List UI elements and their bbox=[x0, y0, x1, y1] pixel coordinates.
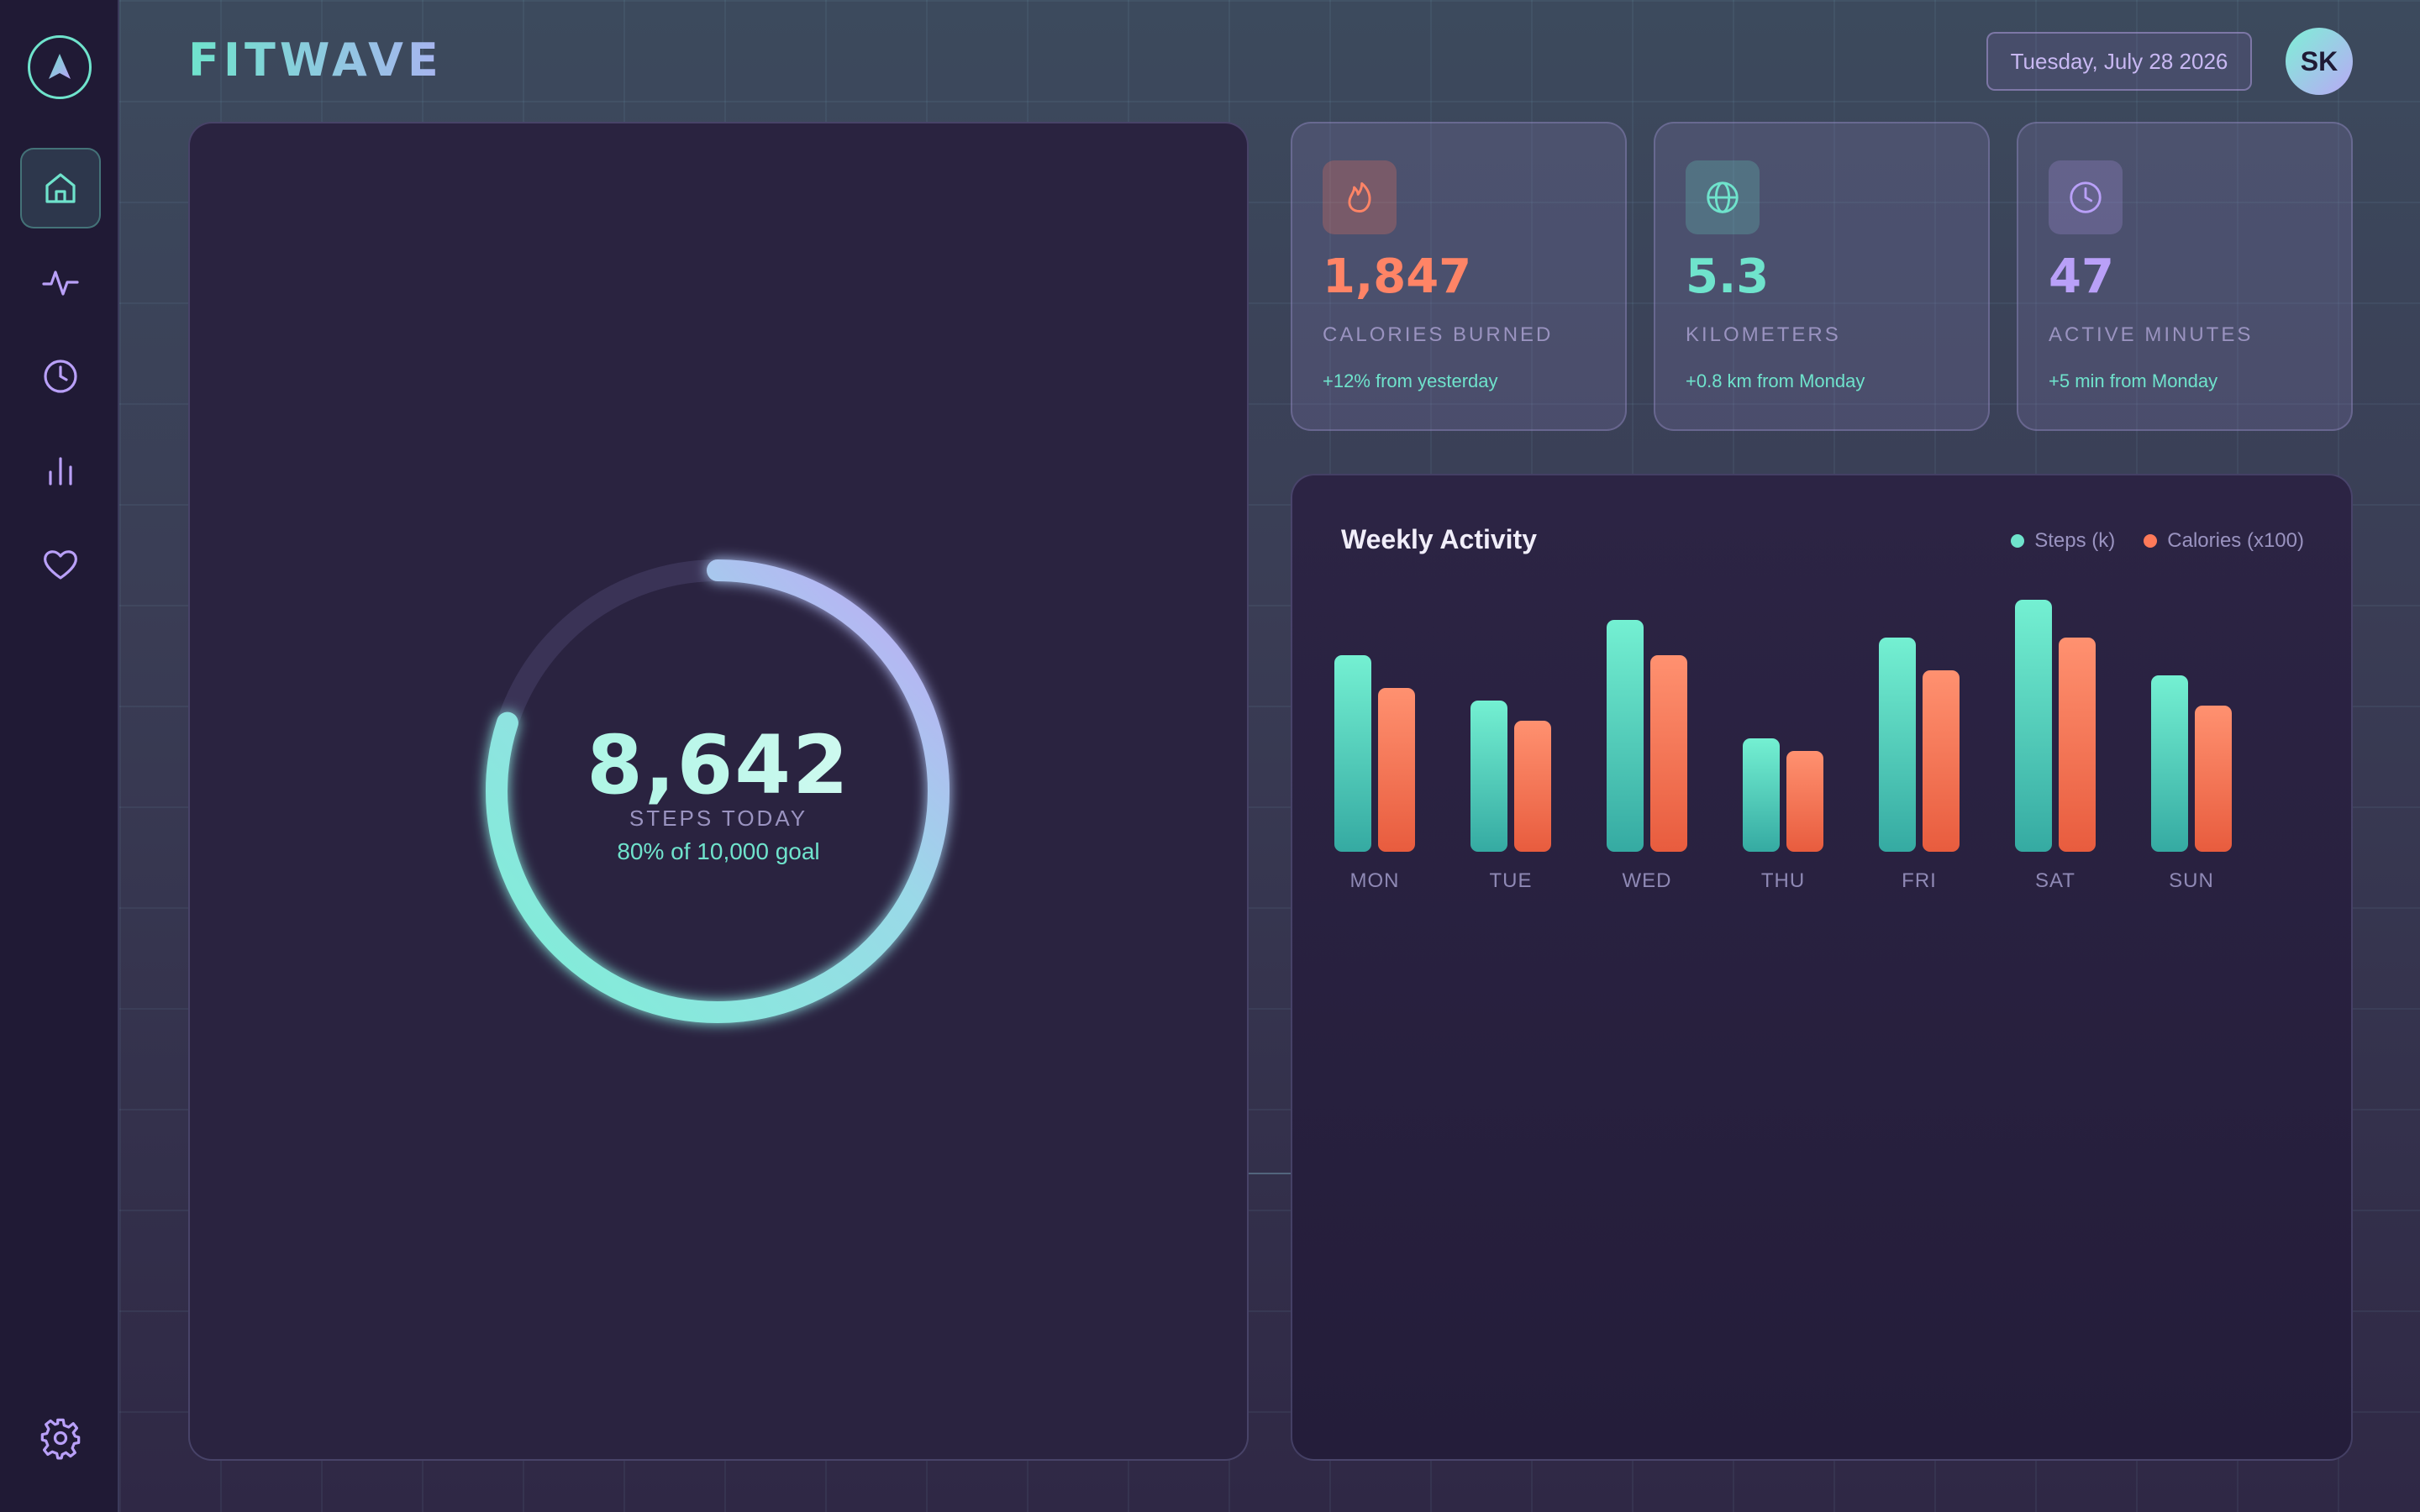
stat-delta: +12% from yesterday bbox=[1323, 370, 1498, 391]
sidebar-item-stats[interactable] bbox=[20, 430, 101, 511]
weekly-bar-chart: MON TUE WED THU FRI SAT SUN bbox=[1334, 600, 2232, 892]
bar-calories-sun[interactable] bbox=[2195, 706, 2232, 852]
stat-label: ACTIVE MINUTES bbox=[2049, 323, 2254, 346]
globe-icon bbox=[1707, 181, 1739, 213]
steps-value: 8,642 bbox=[190, 718, 1247, 812]
bar-steps-sat[interactable] bbox=[2015, 600, 2052, 852]
bar-calories-sat[interactable] bbox=[2059, 638, 2096, 852]
bar-chart-icon bbox=[49, 457, 72, 486]
bar-steps-fri[interactable] bbox=[1879, 638, 1916, 852]
x-tick-label: WED bbox=[1623, 869, 1672, 892]
weekly-title: Weekly Activity bbox=[1341, 524, 1537, 554]
stat-card-calories[interactable]: 1,847 CALORIES BURNED +12% from yesterda… bbox=[1291, 122, 1627, 431]
steps-progress-ring bbox=[486, 559, 950, 1023]
x-tick-label: THU bbox=[1761, 869, 1805, 892]
date-display[interactable]: Tuesday, July 28 2026 bbox=[1986, 32, 2252, 91]
stat-card-kilometers[interactable]: 5.3 KILOMETERS +0.8 km from Monday bbox=[1654, 122, 1990, 431]
avatar[interactable]: SK bbox=[2286, 28, 2353, 95]
steps-goal: 80% of 10,000 goal bbox=[617, 838, 820, 864]
weekly-activity-card: Weekly Activity Steps (k) Calories (x100… bbox=[1291, 474, 2353, 1461]
flame-icon-badge bbox=[1323, 160, 1397, 234]
legend-dot-icon bbox=[2011, 534, 2025, 548]
ring-progress bbox=[486, 559, 950, 1023]
steps-card: 8,642 STEPS TODAY 80% of 10,000 goal bbox=[188, 122, 1249, 1461]
x-tick-label: MON bbox=[1350, 869, 1400, 892]
legend-item-steps[interactable]: Steps (k) bbox=[2011, 529, 2115, 553]
globe-icon-badge bbox=[1686, 160, 1760, 234]
legend-item-calories[interactable]: Calories (x100) bbox=[2144, 529, 2304, 553]
legend-label: Steps (k) bbox=[2034, 529, 2116, 552]
chart-legend: Steps (k) Calories (x100) bbox=[2011, 529, 2304, 553]
stat-label: CALORIES BURNED bbox=[1323, 323, 1554, 346]
bar-calories-tue[interactable] bbox=[1514, 721, 1551, 852]
sidebar-item-home[interactable] bbox=[20, 148, 101, 228]
activity-icon bbox=[42, 270, 79, 296]
stat-value: 5.3 bbox=[1686, 249, 1770, 304]
x-tick-label: TUE bbox=[1490, 869, 1533, 892]
sidebar-item-activity[interactable] bbox=[20, 242, 101, 323]
bar-calories-mon[interactable] bbox=[1378, 688, 1415, 852]
heart-icon bbox=[44, 550, 77, 580]
bar-steps-sun[interactable] bbox=[2151, 675, 2188, 852]
clock-icon-badge bbox=[2049, 160, 2123, 234]
home-icon bbox=[45, 173, 76, 203]
x-tick-label: SAT bbox=[2035, 869, 2075, 892]
sidebar bbox=[0, 0, 119, 1512]
gear-icon bbox=[40, 1418, 81, 1460]
sidebar-item-health[interactable] bbox=[20, 524, 101, 605]
clock-icon bbox=[44, 360, 77, 393]
stat-delta: +0.8 km from Monday bbox=[1686, 370, 1865, 391]
bar-steps-wed[interactable] bbox=[1607, 620, 1644, 852]
legend-dot-icon bbox=[2144, 534, 2158, 548]
x-tick-label: SUN bbox=[2169, 869, 2214, 892]
x-tick-label: FRI bbox=[1902, 869, 1937, 892]
sidebar-item-history[interactable] bbox=[20, 336, 101, 417]
bar-steps-mon[interactable] bbox=[1334, 655, 1371, 852]
bar-steps-thu[interactable] bbox=[1743, 738, 1780, 852]
logo-mark-icon bbox=[49, 54, 71, 79]
settings-button[interactable] bbox=[20, 1398, 101, 1478]
bar-calories-fri[interactable] bbox=[1923, 670, 1960, 852]
legend-label: Calories (x100) bbox=[2167, 529, 2304, 552]
brand-title: FITWAVE bbox=[188, 34, 443, 87]
steps-label: STEPS TODAY bbox=[629, 806, 808, 831]
stat-value: 1,847 bbox=[1323, 249, 1472, 304]
bar-steps-tue[interactable] bbox=[1470, 701, 1507, 852]
stat-value: 47 bbox=[2049, 249, 2114, 304]
stat-delta: +5 min from Monday bbox=[2049, 370, 2218, 391]
flame-icon bbox=[1348, 182, 1371, 213]
clock-icon bbox=[2070, 181, 2102, 213]
stat-label: KILOMETERS bbox=[1686, 323, 1841, 346]
bar-calories-wed[interactable] bbox=[1650, 655, 1687, 852]
app-logo[interactable] bbox=[28, 35, 92, 99]
connector-line bbox=[1249, 1173, 1291, 1174]
bar-calories-thu[interactable] bbox=[1786, 751, 1823, 852]
stat-card-active-minutes[interactable]: 47 ACTIVE MINUTES +5 min from Monday bbox=[2017, 122, 2353, 431]
